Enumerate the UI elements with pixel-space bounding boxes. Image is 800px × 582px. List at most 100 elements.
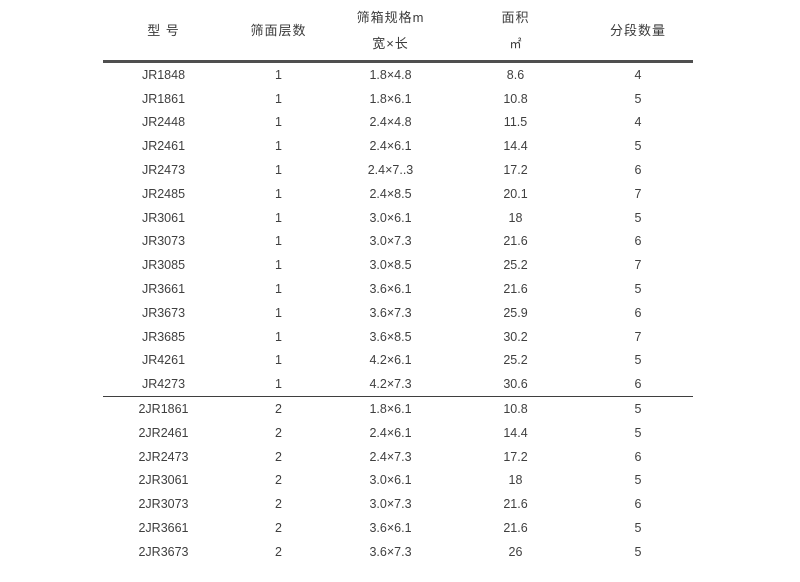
cell-area: 30.2 (503, 329, 528, 344)
cell-segments: 6 (634, 305, 642, 320)
table-row: JR3073 1 3.0×7.3 21.6 6 (103, 230, 693, 254)
cell-model: JR1861 (141, 91, 186, 106)
table-row: JR4273 1 4.2×7.3 30.6 6 (103, 372, 693, 396)
table-row: JR2485 1 2.4×8.5 20.1 7 (103, 182, 693, 206)
cell-area: 21.6 (503, 521, 528, 536)
col-header-segments-label: 分段数量 (609, 23, 666, 38)
table-row: JR3085 1 3.0×8.5 25.2 7 (103, 253, 693, 277)
cell-area: 25.9 (503, 305, 528, 320)
cell-model: 2JR1861 (138, 402, 189, 417)
cell-model: JR3073 (141, 234, 186, 249)
cell-model: JR3085 (141, 258, 186, 273)
cell-size: 3.6×8.5 (369, 329, 412, 344)
col-header-area: 面积 ㎡ (448, 2, 583, 60)
cell-model: 2JR3661 (138, 521, 189, 536)
cell-segments: 5 (634, 402, 642, 417)
cell-area: 14.4 (503, 139, 528, 154)
cell-area: 14.4 (503, 425, 528, 440)
table-row: JR2461 1 2.4×6.1 14.4 5 (103, 134, 693, 158)
cell-layers: 2 (275, 521, 282, 536)
cell-segments: 5 (634, 473, 642, 488)
table-row: 2JR3661 2 3.6×6.1 21.6 5 (103, 516, 693, 540)
cell-segments: 5 (634, 139, 642, 154)
cell-layers: 2 (275, 449, 282, 464)
table-body-group-2: 2JR1861 2 1.8×6.1 10.8 5 2JR2461 2 2.4×6… (103, 397, 693, 564)
cell-size: 2.4×6.1 (369, 425, 412, 440)
cell-layers: 1 (275, 186, 282, 201)
table-row: JR3685 1 3.6×8.5 30.2 7 (103, 325, 693, 349)
cell-layers: 1 (275, 329, 282, 344)
col-header-model: 型 号 (103, 2, 224, 60)
cell-area: 21.6 (503, 282, 528, 297)
col-header-layers-label: 筛面层数 (250, 23, 307, 38)
cell-segments: 4 (634, 115, 642, 130)
cell-layers: 1 (275, 282, 282, 297)
table-row: 2JR2461 2 2.4×6.1 14.4 5 (103, 421, 693, 445)
cell-segments: 6 (634, 163, 642, 178)
cell-layers: 2 (275, 544, 282, 559)
cell-size: 3.0×6.1 (369, 210, 412, 225)
cell-size: 2.4×6.1 (369, 139, 412, 154)
cell-size: 3.6×7.3 (369, 544, 412, 559)
cell-segments: 6 (634, 497, 642, 512)
table-row: 2JR3061 2 3.0×6.1 18 5 (103, 469, 693, 493)
cell-layers: 1 (275, 67, 282, 82)
cell-model: JR4273 (141, 377, 186, 392)
cell-model: JR2485 (141, 186, 186, 201)
cell-segments: 5 (634, 210, 642, 225)
table-row: 2JR2473 2 2.4×7.3 17.2 6 (103, 445, 693, 469)
cell-area: 17.2 (503, 163, 528, 178)
cell-area: 11.5 (503, 115, 528, 130)
table-row: JR1861 1 1.8×6.1 10.8 5 (103, 87, 693, 111)
cell-area: 26 (508, 544, 523, 559)
header-divider-rule (103, 60, 693, 63)
cell-area: 25.2 (503, 258, 528, 273)
cell-model: JR2461 (141, 139, 186, 154)
cell-area: 20.1 (503, 186, 528, 201)
cell-size: 4.2×6.1 (369, 353, 412, 368)
cell-model: JR2448 (141, 115, 186, 130)
cell-size: 2.4×7.3 (369, 449, 412, 464)
cell-segments: 4 (634, 67, 642, 82)
cell-segments: 5 (634, 282, 642, 297)
cell-size: 3.6×6.1 (369, 521, 412, 536)
cell-area: 25.2 (503, 353, 528, 368)
cell-layers: 2 (275, 473, 282, 488)
cell-segments: 6 (634, 449, 642, 464)
cell-layers: 1 (275, 377, 282, 392)
cell-layers: 1 (275, 305, 282, 320)
cell-layers: 2 (275, 425, 282, 440)
cell-area: 30.6 (503, 377, 528, 392)
cell-size: 3.0×8.5 (369, 258, 412, 273)
cell-model: JR1848 (141, 67, 186, 82)
cell-layers: 1 (275, 163, 282, 178)
table-row: JR2473 1 2.4×7..3 17.2 6 (103, 158, 693, 182)
cell-area: 8.6 (506, 67, 525, 82)
cell-model: 2JR3073 (138, 497, 189, 512)
cell-layers: 1 (275, 210, 282, 225)
table-row: JR3673 1 3.6×7.3 25.9 6 (103, 301, 693, 325)
cell-layers: 1 (275, 115, 282, 130)
cell-model: 2JR3061 (138, 473, 189, 488)
cell-segments: 5 (634, 544, 642, 559)
table-row: JR3661 1 3.6×6.1 21.6 5 (103, 277, 693, 301)
table-row: JR4261 1 4.2×6.1 25.2 5 (103, 349, 693, 373)
cell-layers: 2 (275, 402, 282, 417)
cell-size: 3.6×7.3 (369, 305, 412, 320)
table-row: 2JR3673 2 3.6×7.3 26 5 (103, 540, 693, 564)
cell-layers: 1 (275, 234, 282, 249)
col-header-area-unit: ㎡ (509, 37, 522, 51)
col-header-size-label: 筛箱规格m (356, 10, 425, 25)
cell-area: 10.8 (503, 91, 528, 106)
cell-layers: 1 (275, 353, 282, 368)
cell-model: JR3673 (141, 305, 186, 320)
cell-size: 2.4×4.8 (369, 115, 412, 130)
cell-area: 21.6 (503, 497, 528, 512)
cell-size: 1.8×6.1 (369, 402, 412, 417)
table-row: 2JR3073 2 3.0×7.3 21.6 6 (103, 492, 693, 516)
cell-size: 3.0×6.1 (369, 473, 412, 488)
cell-segments: 6 (634, 377, 642, 392)
cell-size: 3.6×6.1 (369, 282, 412, 297)
cell-segments: 5 (634, 91, 642, 106)
cell-model: JR3661 (141, 282, 186, 297)
